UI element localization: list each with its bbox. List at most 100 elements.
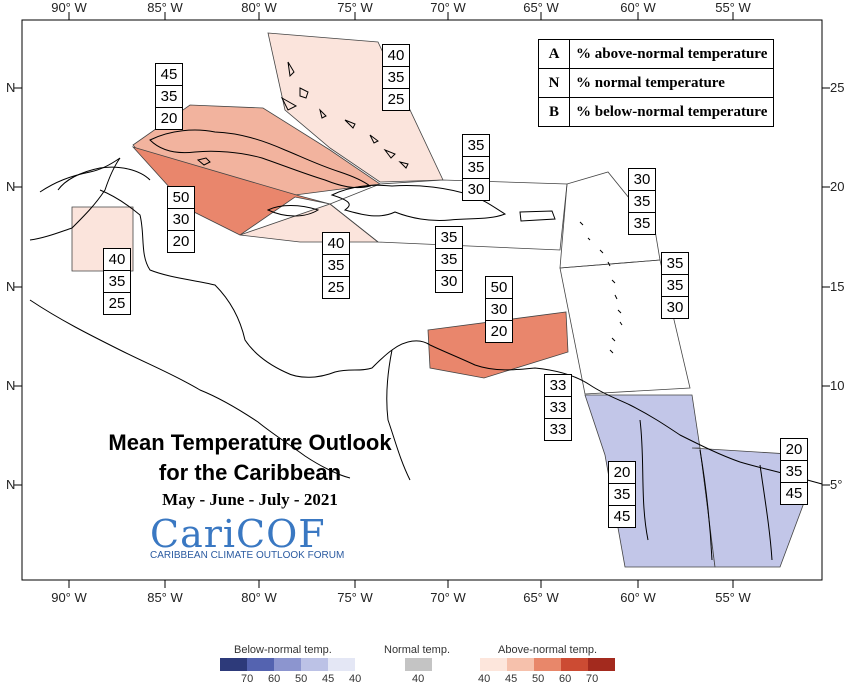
lon-tick-label: 75° W — [337, 0, 373, 15]
prob-below: 25 — [103, 292, 131, 315]
scale-title-below: Below-normal temp. — [234, 644, 332, 656]
venezuela-inland — [386, 349, 411, 481]
prob-below: 25 — [322, 276, 350, 299]
lat-tick-label: 25 — [830, 80, 845, 95]
prob-below: 45 — [608, 505, 636, 528]
lon-tick-label: 90° W — [51, 590, 87, 605]
central-america-pacific — [29, 299, 351, 479]
prob-below: 30 — [462, 178, 490, 201]
legend-row-above: A % above-normal temperature — [538, 39, 775, 69]
prob-box-guyana: 20 35 45 — [608, 461, 636, 528]
scale-swatch — [220, 658, 247, 671]
legend-code: A — [539, 40, 570, 68]
region-leeward — [559, 171, 661, 269]
scale-swatch — [534, 658, 561, 671]
lat-tick-label: N — [6, 179, 16, 194]
prob-normal: 35 — [103, 270, 131, 293]
prob-above: 50 — [485, 276, 513, 299]
scale-swatch — [507, 658, 534, 671]
logo-wordmark: CariCOF — [150, 512, 326, 556]
prob-above: 20 — [780, 438, 808, 461]
prob-normal: 35 — [382, 66, 410, 89]
lat-tick-label: 10 — [830, 378, 845, 393]
scale-label: 45 — [322, 673, 335, 685]
yucatan-coast — [57, 166, 151, 191]
scale-label: 40 — [478, 673, 491, 685]
lon-tick-label: 55° W — [715, 590, 751, 605]
scale-title-normal: Normal temp. — [384, 644, 451, 656]
lat-tick-label: 5° — [830, 477, 843, 492]
prob-below: 25 — [382, 88, 410, 111]
scale-title-above: Above-normal temp. — [498, 644, 598, 656]
scale-label: 70 — [241, 673, 254, 685]
scale-label: 60 — [559, 673, 572, 685]
legend-label: % below-normal temperature — [576, 103, 768, 120]
prob-normal: 30 — [485, 298, 513, 321]
prob-box-bahamas: 40 35 25 — [382, 44, 410, 111]
prob-above: 45 — [155, 63, 183, 86]
scale-swatch — [328, 658, 355, 671]
region-bahamas — [267, 32, 444, 183]
scale-swatch — [247, 658, 274, 671]
scale-swatch — [274, 658, 301, 671]
prob-above: 20 — [608, 461, 636, 484]
map-title: Mean Temperature Outlook — [108, 430, 392, 455]
guiana-rivers — [639, 419, 773, 561]
prob-box-cayman: 50 30 20 — [167, 186, 195, 253]
prob-above: 35 — [661, 252, 689, 275]
lat-tick-label: N — [6, 80, 16, 95]
prob-box-jamaica-south: 40 35 25 — [322, 232, 350, 299]
map-title-line2: for the Caribbean — [158, 460, 342, 485]
south-america-coast — [391, 340, 823, 485]
prob-below: 33 — [544, 418, 572, 441]
caricof-logo: CariCOF CARIBBEAN CLIMATE OUTLOOK FORUM — [150, 512, 344, 561]
lat-tick-marks — [14, 87, 830, 486]
prob-box-leeward: 30 35 35 — [628, 168, 656, 235]
hispaniola-coast — [330, 184, 507, 221]
prob-above: 33 — [544, 374, 572, 397]
legend-code: N — [539, 69, 570, 97]
below-swatches — [220, 658, 355, 671]
prob-box-hispaniola-north: 35 35 30 — [462, 134, 490, 201]
prob-below: 30 — [661, 296, 689, 319]
prob-below: 35 — [628, 212, 656, 235]
lon-tick-label: 70° W — [430, 590, 466, 605]
lon-tick-label: 65° W — [523, 590, 559, 605]
prob-above: 40 — [382, 44, 410, 67]
prob-normal: 35 — [608, 483, 636, 506]
isle-of-youth — [196, 157, 211, 166]
normal-swatches — [405, 658, 432, 671]
lat-tick-label: N — [6, 477, 16, 492]
lesser-antilles — [579, 221, 623, 354]
prob-box-cuba: 45 35 20 — [155, 63, 183, 130]
scale-label: 50 — [532, 673, 545, 685]
coastlines — [29, 61, 823, 561]
legend-label: % normal temperature — [576, 74, 725, 91]
scale-label: 60 — [268, 673, 281, 685]
scale-label: 45 — [505, 673, 518, 685]
prob-normal: 35 — [661, 274, 689, 297]
lon-tick-label: 55° W — [715, 0, 751, 15]
jamaica-coast — [266, 205, 320, 217]
scale-label: 70 — [586, 673, 599, 685]
lon-tick-label: 60° W — [620, 0, 656, 15]
logo-subtitle: CARIBBEAN CLIMATE OUTLOOK FORUM — [150, 550, 345, 561]
anb-legend: A % above-normal temperature N % normal … — [538, 39, 775, 127]
prob-above: 50 — [167, 186, 195, 209]
prob-above: 35 — [462, 134, 490, 157]
prob-normal: 33 — [544, 396, 572, 419]
legend-row-normal: N % normal temperature — [538, 68, 775, 98]
scale-swatch — [301, 658, 328, 671]
scale-label: 50 — [295, 673, 308, 685]
scale-swatch — [405, 658, 432, 671]
legend-label: % above-normal temperature — [576, 45, 768, 62]
prob-normal: 35 — [780, 460, 808, 483]
region-abc — [427, 311, 569, 379]
scale-swatch — [561, 658, 588, 671]
prob-normal: 35 — [628, 190, 656, 213]
prob-above: 35 — [435, 226, 463, 249]
legend-row-below: B % below-normal temperature — [538, 97, 775, 127]
lon-tick-label: 70° W — [430, 0, 466, 15]
lon-tick-label: 75° W — [337, 590, 373, 605]
lon-tick-label: 90° W — [51, 0, 87, 15]
